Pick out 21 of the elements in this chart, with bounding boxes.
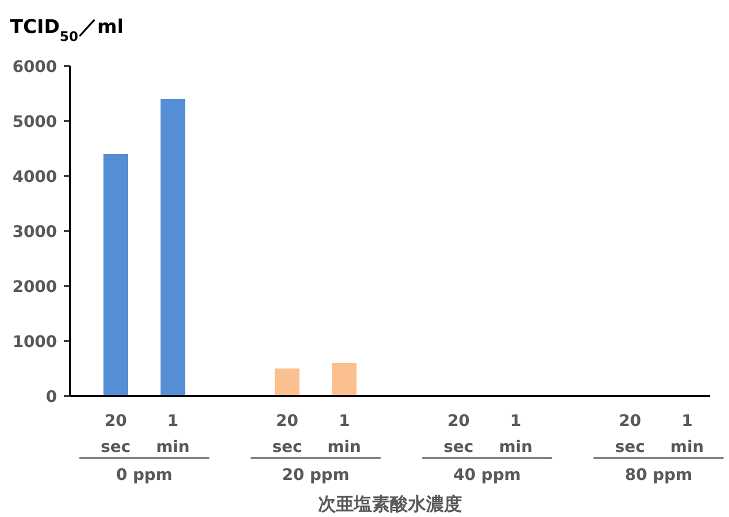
y-tick-label: 5000: [12, 112, 57, 131]
x-tick-label: 20 sec: [272, 411, 302, 456]
x-tick-label: 1 min: [498, 411, 532, 456]
y-tick-label: 2000: [12, 277, 57, 296]
x-tick-label: 1 min: [670, 411, 704, 456]
x-axis-title: 次亜塩素酸水濃度: [318, 494, 462, 515]
y-tick-label: 3000: [12, 222, 57, 241]
y-tick-label: 1000: [12, 332, 57, 351]
x-tick-label: 20 sec: [444, 411, 474, 456]
text: 40 ppm: [453, 465, 521, 484]
x-tick-label: 20 sec: [100, 411, 131, 456]
y-tick-label: 0: [46, 387, 57, 406]
y-tick-label: 6000: [12, 57, 57, 76]
x-tick-label: 20 sec: [615, 411, 645, 456]
text: 80 ppm: [624, 465, 692, 484]
text: 0 ppm: [116, 465, 172, 484]
y-tick-label: 4000: [12, 167, 57, 186]
chart-title: TCID$_{50}$／ml: [10, 16, 124, 44]
x-tick-label: 1 min: [156, 411, 190, 456]
x-tick-label: 1 min: [328, 411, 362, 456]
text: 20 ppm: [282, 465, 350, 484]
